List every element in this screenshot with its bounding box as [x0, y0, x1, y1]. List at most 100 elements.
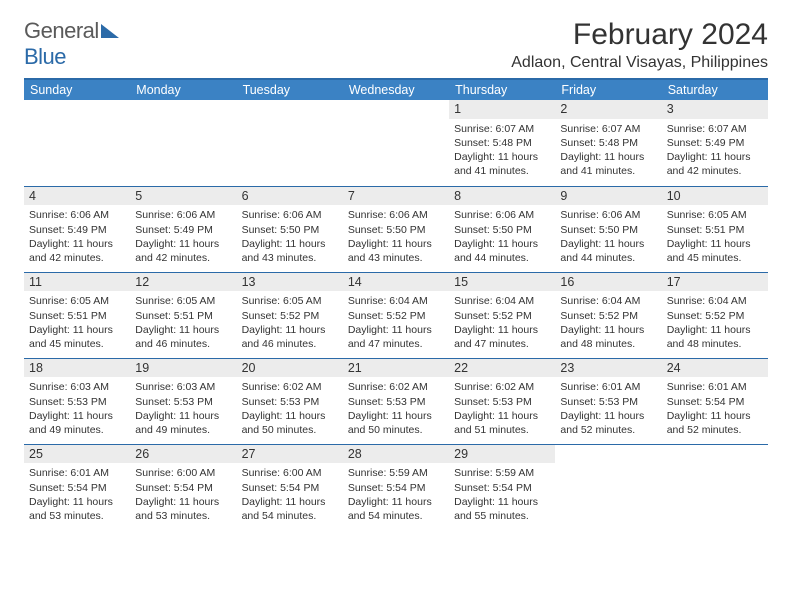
- daylight-line: Daylight: 11 hours and 53 minutes.: [135, 495, 231, 523]
- sunset-line: Sunset: 5:50 PM: [348, 223, 444, 237]
- day-number: 20: [237, 359, 343, 378]
- title-block: February 2024 Adlaon, Central Visayas, P…: [511, 18, 768, 72]
- day-cell: 5Sunrise: 6:06 AMSunset: 5:49 PMDaylight…: [130, 186, 236, 272]
- sunset-line: Sunset: 5:49 PM: [29, 223, 125, 237]
- day-number: 14: [343, 273, 449, 292]
- daylight-line: Daylight: 11 hours and 46 minutes.: [242, 323, 338, 351]
- daylight-line: Daylight: 11 hours and 47 minutes.: [348, 323, 444, 351]
- daylight-line: Daylight: 11 hours and 46 minutes.: [135, 323, 231, 351]
- empty-cell: [343, 100, 449, 186]
- day-number: 26: [130, 445, 236, 464]
- daylight-line: Daylight: 11 hours and 42 minutes.: [135, 237, 231, 265]
- sunrise-line: Sunrise: 6:01 AM: [29, 466, 125, 480]
- sunrise-line: Sunrise: 6:06 AM: [242, 208, 338, 222]
- daylight-line: Daylight: 11 hours and 47 minutes.: [454, 323, 550, 351]
- week-row: 1Sunrise: 6:07 AMSunset: 5:48 PMDaylight…: [24, 100, 768, 186]
- day-number: 24: [662, 359, 768, 378]
- sunrise-line: Sunrise: 5:59 AM: [454, 466, 550, 480]
- daylight-line: Daylight: 11 hours and 52 minutes.: [560, 409, 656, 437]
- day-cell: 17 Sunrise: 6:04 AMSunset: 5:52 PMDayligh…: [662, 272, 768, 358]
- day-cell: 19Sunrise: 6:03 AMSunset: 5:53 PMDayligh…: [130, 358, 236, 444]
- day-cell: 25Sunrise: 6:01 AMSunset: 5:54 PMDayligh…: [24, 444, 130, 530]
- daylight-line: Daylight: 11 hours and 43 minutes.: [348, 237, 444, 265]
- empty-cell: [130, 100, 236, 186]
- sunset-line: Sunset: 5:53 PM: [242, 395, 338, 409]
- day-cell: 11Sunrise: 6:05 AMSunset: 5:51 PMDayligh…: [24, 272, 130, 358]
- day-number: 9: [555, 187, 661, 206]
- day-cell: 23Sunrise: 6:01 AMSunset: 5:53 PMDayligh…: [555, 358, 661, 444]
- daylight-line: Daylight: 11 hours and 51 minutes.: [454, 409, 550, 437]
- sunset-line: Sunset: 5:54 PM: [242, 481, 338, 495]
- sunrise-line: Sunrise: 6:02 AM: [242, 380, 338, 394]
- daylight-line: Daylight: 11 hours and 41 minutes.: [560, 150, 656, 178]
- sunrise-line: Sunrise: 6:07 AM: [667, 122, 763, 136]
- day-cell: 29Sunrise: 5:59 AMSunset: 5:54 PMDayligh…: [449, 444, 555, 530]
- empty-cell: [24, 100, 130, 186]
- day-number: 27: [237, 445, 343, 464]
- day-cell: 14Sunrise: 6:04 AMSunset: 5:52 PMDayligh…: [343, 272, 449, 358]
- day-number: 16: [555, 273, 661, 292]
- day-cell: 12Sunrise: 6:05 AMSunset: 5:51 PMDayligh…: [130, 272, 236, 358]
- day-number: 1: [449, 100, 555, 119]
- weekday-thursday: Thursday: [449, 79, 555, 100]
- day-number: 22: [449, 359, 555, 378]
- sunset-line: Sunset: 5:50 PM: [454, 223, 550, 237]
- daylight-line: Daylight: 11 hours and 42 minutes.: [667, 150, 763, 178]
- sunset-line: Sunset: 5:54 PM: [135, 481, 231, 495]
- sunrise-line: Sunrise: 6:05 AM: [667, 208, 763, 222]
- header: General Blue February 2024 Adlaon, Centr…: [24, 18, 768, 72]
- calendar-table: SundayMondayTuesdayWednesdayThursdayFrid…: [24, 78, 768, 530]
- sunrise-line: Sunrise: 6:04 AM: [560, 294, 656, 308]
- day-number: 15: [449, 273, 555, 292]
- sunset-line: Sunset: 5:52 PM: [454, 309, 550, 323]
- daylight-line: Daylight: 11 hours and 49 minutes.: [29, 409, 125, 437]
- sunrise-line: Sunrise: 6:03 AM: [135, 380, 231, 394]
- sunrise-line: Sunrise: 6:00 AM: [242, 466, 338, 480]
- daylight-line: Daylight: 11 hours and 48 minutes.: [560, 323, 656, 351]
- daylight-line: Daylight: 11 hours and 45 minutes.: [667, 237, 763, 265]
- day-number: 17: [662, 273, 768, 292]
- day-number: 28: [343, 445, 449, 464]
- day-number: 4: [24, 187, 130, 206]
- daylight-line: Daylight: 11 hours and 45 minutes.: [29, 323, 125, 351]
- day-cell: 1Sunrise: 6:07 AMSunset: 5:48 PMDaylight…: [449, 100, 555, 186]
- sunset-line: Sunset: 5:52 PM: [667, 309, 763, 323]
- sunrise-line: Sunrise: 6:06 AM: [560, 208, 656, 222]
- day-cell: 16Sunrise: 6:04 AMSunset: 5:52 PMDayligh…: [555, 272, 661, 358]
- sunset-line: Sunset: 5:49 PM: [135, 223, 231, 237]
- week-row: 4Sunrise: 6:06 AMSunset: 5:49 PMDaylight…: [24, 186, 768, 272]
- day-cell: 10Sunrise: 6:05 AMSunset: 5:51 PMDayligh…: [662, 186, 768, 272]
- daylight-line: Daylight: 11 hours and 44 minutes.: [454, 237, 550, 265]
- day-cell: 4Sunrise: 6:06 AMSunset: 5:49 PMDaylight…: [24, 186, 130, 272]
- day-cell: 7Sunrise: 6:06 AMSunset: 5:50 PMDaylight…: [343, 186, 449, 272]
- day-cell: 26 Sunrise: 6:00 AMSunset: 5:54 PMDayligh…: [130, 444, 236, 530]
- sunrise-line: Sunrise: 6:06 AM: [135, 208, 231, 222]
- week-row: 25Sunrise: 6:01 AMSunset: 5:54 PMDayligh…: [24, 444, 768, 530]
- day-number: 12: [130, 273, 236, 292]
- sunset-line: Sunset: 5:53 PM: [560, 395, 656, 409]
- sunset-line: Sunset: 5:54 PM: [667, 395, 763, 409]
- sunrise-line: Sunrise: 6:04 AM: [667, 294, 763, 308]
- brand-word-2: Blue: [24, 44, 66, 69]
- sunrise-line: Sunrise: 6:07 AM: [454, 122, 550, 136]
- week-row: 18Sunrise: 6:03 AMSunset: 5:53 PMDayligh…: [24, 358, 768, 444]
- sunset-line: Sunset: 5:53 PM: [29, 395, 125, 409]
- sunset-line: Sunset: 5:50 PM: [242, 223, 338, 237]
- sunrise-line: Sunrise: 6:01 AM: [667, 380, 763, 394]
- sunset-line: Sunset: 5:54 PM: [348, 481, 444, 495]
- sunrise-line: Sunrise: 6:06 AM: [454, 208, 550, 222]
- empty-cell: [555, 444, 661, 530]
- weekday-saturday: Saturday: [662, 79, 768, 100]
- logo-triangle-icon: [101, 22, 121, 38]
- sunrise-line: Sunrise: 5:59 AM: [348, 466, 444, 480]
- sunrise-line: Sunrise: 6:00 AM: [135, 466, 231, 480]
- sunrise-line: Sunrise: 6:02 AM: [348, 380, 444, 394]
- weekday-wednesday: Wednesday: [343, 79, 449, 100]
- sunset-line: Sunset: 5:54 PM: [454, 481, 550, 495]
- sunset-line: Sunset: 5:53 PM: [348, 395, 444, 409]
- daylight-line: Daylight: 11 hours and 48 minutes.: [667, 323, 763, 351]
- daylight-line: Daylight: 11 hours and 53 minutes.: [29, 495, 125, 523]
- brand-logo: General Blue: [24, 18, 121, 70]
- day-number: 21: [343, 359, 449, 378]
- sunset-line: Sunset: 5:53 PM: [454, 395, 550, 409]
